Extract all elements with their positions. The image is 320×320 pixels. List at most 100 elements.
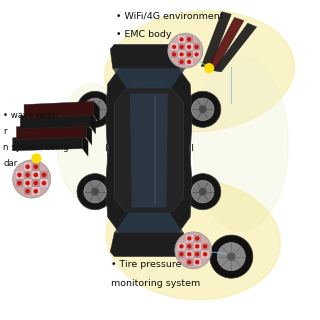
Circle shape <box>187 60 191 64</box>
Circle shape <box>187 52 191 57</box>
Polygon shape <box>130 93 168 208</box>
Circle shape <box>199 105 207 113</box>
Bar <box>186 251 193 258</box>
Text: r: r <box>3 127 7 136</box>
Polygon shape <box>90 112 96 134</box>
Bar <box>186 59 193 66</box>
Bar <box>178 251 185 258</box>
Bar <box>40 179 48 187</box>
Ellipse shape <box>105 11 294 132</box>
Polygon shape <box>94 101 100 123</box>
Circle shape <box>91 188 99 196</box>
Circle shape <box>203 244 207 249</box>
Circle shape <box>180 45 184 49</box>
Circle shape <box>25 164 30 169</box>
Circle shape <box>34 172 38 177</box>
Bar <box>194 259 201 266</box>
Circle shape <box>175 232 212 269</box>
Circle shape <box>192 98 214 121</box>
Ellipse shape <box>57 84 127 204</box>
Circle shape <box>195 45 199 49</box>
Bar <box>186 44 193 51</box>
Circle shape <box>195 252 199 256</box>
Circle shape <box>187 45 191 49</box>
Circle shape <box>34 189 38 194</box>
Bar <box>24 171 31 179</box>
Bar <box>186 36 193 43</box>
Circle shape <box>195 244 199 249</box>
Polygon shape <box>201 12 231 67</box>
Circle shape <box>34 181 38 185</box>
Text: n system using: n system using <box>3 143 69 152</box>
Circle shape <box>31 153 42 164</box>
Circle shape <box>25 189 30 194</box>
Circle shape <box>187 260 192 264</box>
Bar <box>194 251 201 258</box>
Text: • EMC body: • EMC body <box>116 30 171 39</box>
Text: monitoring system: monitoring system <box>111 279 200 288</box>
Circle shape <box>199 188 207 196</box>
Circle shape <box>84 98 106 121</box>
Polygon shape <box>86 124 92 145</box>
Ellipse shape <box>106 179 280 300</box>
Circle shape <box>210 235 253 278</box>
Polygon shape <box>24 101 94 117</box>
Circle shape <box>172 52 176 57</box>
Polygon shape <box>20 112 90 129</box>
Text: • WiFi/4G environment: • WiFi/4G environment <box>116 11 223 20</box>
Bar <box>32 179 40 187</box>
Circle shape <box>187 244 192 249</box>
Bar <box>24 163 31 171</box>
Circle shape <box>84 180 106 203</box>
Circle shape <box>227 252 236 261</box>
Circle shape <box>180 52 184 57</box>
Bar <box>194 235 201 242</box>
Bar <box>193 51 200 58</box>
Circle shape <box>25 172 30 177</box>
Polygon shape <box>106 46 192 255</box>
Circle shape <box>187 252 192 256</box>
Bar <box>186 259 193 266</box>
Polygon shape <box>110 233 188 257</box>
Polygon shape <box>213 23 257 72</box>
Ellipse shape <box>193 57 288 231</box>
Bar <box>171 44 178 51</box>
Circle shape <box>203 252 207 256</box>
Ellipse shape <box>133 65 190 223</box>
Bar <box>178 36 185 43</box>
Bar <box>201 251 209 258</box>
Polygon shape <box>82 135 88 156</box>
Polygon shape <box>208 17 244 69</box>
Circle shape <box>179 244 184 249</box>
Polygon shape <box>114 82 183 215</box>
Bar <box>186 51 193 58</box>
Circle shape <box>217 243 245 271</box>
Bar <box>16 179 23 187</box>
Bar <box>16 171 23 179</box>
Polygon shape <box>13 135 82 151</box>
Bar <box>186 235 193 242</box>
Circle shape <box>185 91 221 127</box>
Text: dar: dar <box>3 159 17 168</box>
Circle shape <box>185 174 221 210</box>
Circle shape <box>13 160 51 198</box>
Circle shape <box>17 172 22 177</box>
Bar <box>32 188 40 195</box>
Polygon shape <box>114 212 183 233</box>
Bar <box>178 243 185 250</box>
Circle shape <box>192 180 214 203</box>
Circle shape <box>195 52 199 57</box>
Circle shape <box>34 164 38 169</box>
Circle shape <box>91 105 99 113</box>
Polygon shape <box>16 124 86 140</box>
Circle shape <box>42 172 46 177</box>
Bar <box>186 243 193 250</box>
Bar <box>32 171 40 179</box>
Polygon shape <box>110 44 188 68</box>
Circle shape <box>180 37 184 42</box>
Circle shape <box>172 45 176 49</box>
Bar <box>193 44 200 51</box>
Polygon shape <box>113 68 185 89</box>
Bar <box>178 51 185 58</box>
Circle shape <box>187 37 191 42</box>
